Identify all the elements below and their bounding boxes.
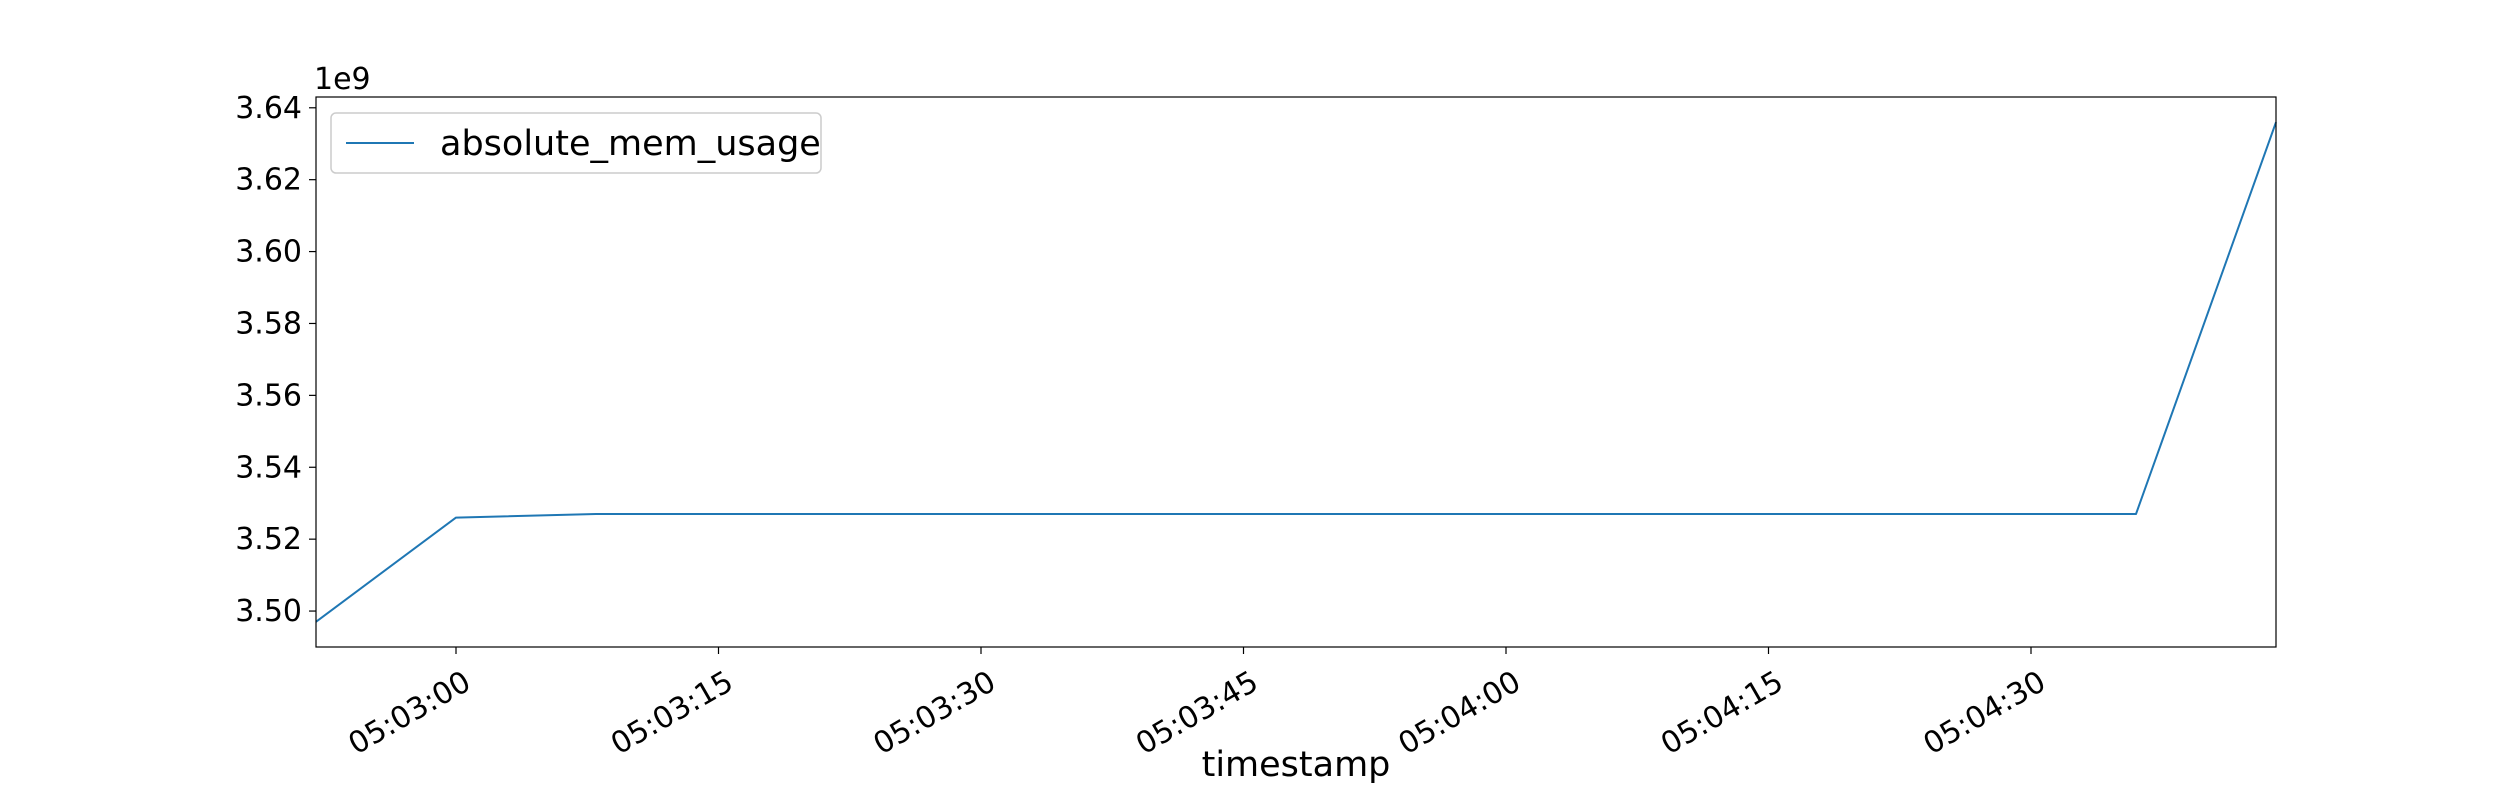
y-tick-label: 3.56 [235,378,302,413]
x-tick-label: 05:04:30 [1918,664,2052,762]
x-axis: 05:03:00 05:03:15 05:03:30 05:03:45 05:04:00… [343,647,2052,762]
y-tick-label: 3.54 [235,450,302,485]
x-tick-label: 05:04:00 [1393,664,1527,762]
y-tick-label: 3.52 [235,522,302,557]
y-axis: 3.50 3.52 3.54 3.56 3.58 3.60 3.62 3.64 [235,91,316,629]
y-tick-label: 3.58 [235,306,302,341]
plot-area [315,96,2277,648]
x-axis-title: timestamp [1202,745,1391,785]
y-tick-label: 3.62 [235,163,302,198]
x-tick-label: 05:03:15 [605,664,739,762]
y-tick-label: 3.64 [235,91,302,126]
y-tick-label: 3.50 [235,594,302,629]
legend: absolute_mem_usage [330,112,822,174]
x-tick-label: 05:03:00 [343,664,477,762]
x-tick-label: 05:03:30 [868,664,1002,762]
plot-frame [315,96,2277,648]
legend-box [330,112,822,174]
y-tick-label: 3.60 [235,235,302,270]
x-tick-label: 05:04:15 [1655,664,1789,762]
y-axis-offset-label: 1e9 [314,62,371,97]
legend-label: absolute_mem_usage [440,124,821,164]
series-line-0 [315,121,2277,623]
